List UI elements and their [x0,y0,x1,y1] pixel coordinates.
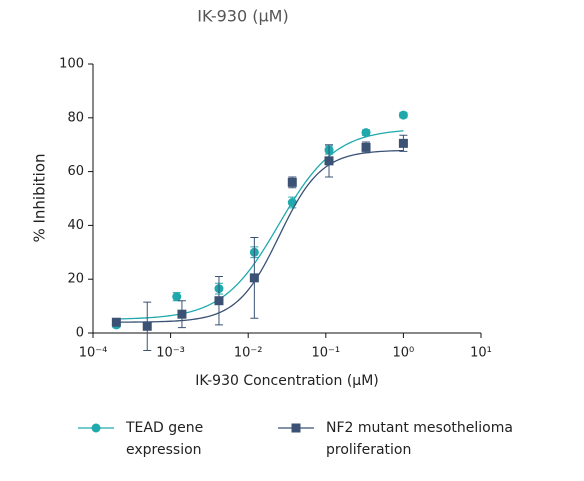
y-axis-label: % Inhibition [31,153,49,242]
y-tick-label: 100 [59,57,84,72]
marker [361,142,371,152]
marker [214,296,224,306]
marker [398,110,408,120]
chart: IK-930 (µM) IK-930 Concentration (µM) % … [31,7,492,390]
legend-item: NF2 mutant mesothelioma proliferation [278,417,538,461]
y-tick-label: 80 [67,110,84,125]
x-tick-label: 10⁻¹ [311,346,340,361]
legend-label: TEAD gene expression [126,420,204,458]
y-tick-label: 40 [67,218,84,233]
legend-label: NF2 mutant mesothelioma proliferation [326,420,513,458]
x-axis-label: IK-930 Concentration (µM) [195,373,378,389]
legend-marker [78,423,114,433]
marker [361,128,371,138]
legend-marker [278,423,314,433]
marker [111,317,121,327]
y-tick-label: 20 [67,272,84,287]
x-tick-label: 10⁰ [393,346,415,361]
x-tick-label: 10⁻³ [156,346,185,361]
marker [324,156,334,166]
x-tick-label: 10⁻² [234,346,263,361]
marker [287,198,297,208]
marker [249,273,259,283]
marker [142,321,152,331]
marker [287,177,297,187]
marker [398,138,408,148]
y-tick-label: 0 [76,326,84,341]
fit-curve [116,149,404,323]
chart-title: IK-930 (µM) [197,7,288,26]
marker [91,423,101,433]
legend-item: TEAD gene expression [78,417,258,461]
marker [177,309,187,319]
x-tick-label: 10¹ [470,346,492,361]
y-tick-label: 60 [67,164,84,179]
marker [172,292,182,302]
fit-curve [116,130,404,320]
marker [291,423,301,433]
x-tick-label: 10⁻⁴ [79,346,108,361]
